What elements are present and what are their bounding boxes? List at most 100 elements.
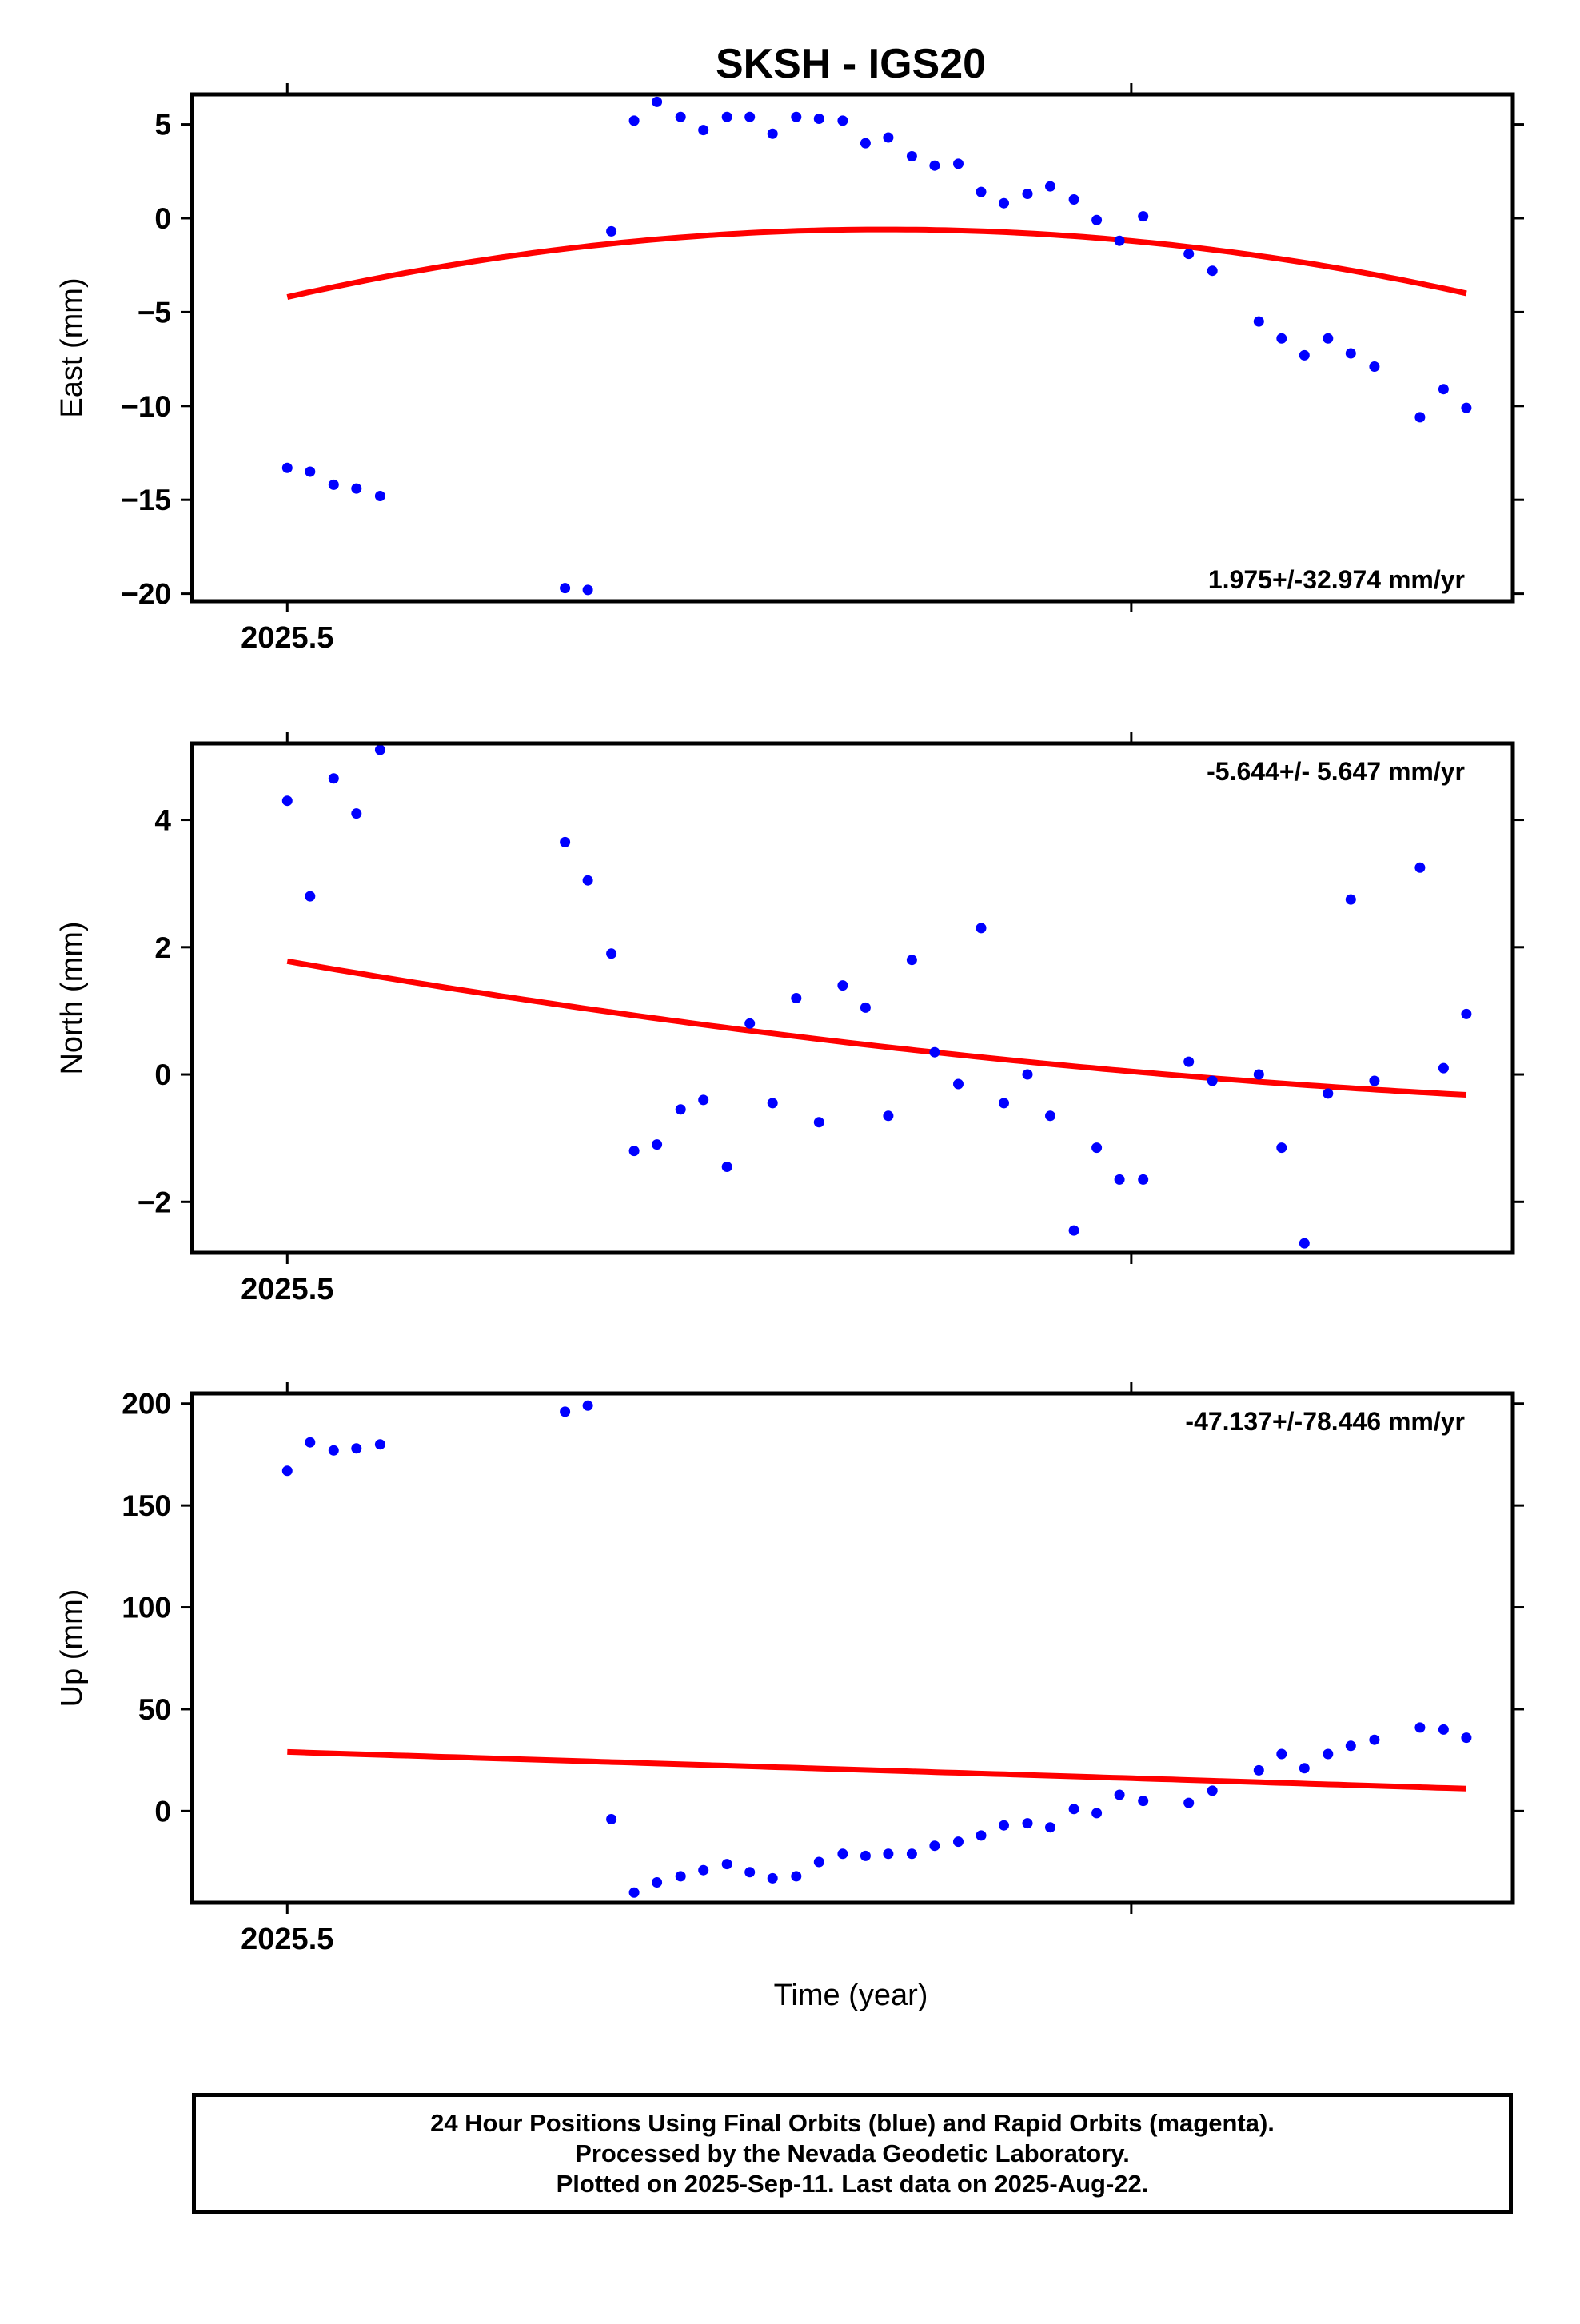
data-point (1253, 1069, 1264, 1080)
data-point (906, 1848, 917, 1860)
data-point (860, 1850, 871, 1861)
data-point (582, 875, 593, 886)
data-point (281, 795, 293, 807)
data-point (351, 1443, 362, 1454)
data-point (1299, 1763, 1310, 1774)
data-point (883, 1110, 894, 1122)
data-point (744, 1018, 756, 1029)
plot-frame (190, 92, 1515, 604)
data-point (374, 491, 385, 501)
fit-line (287, 1748, 1467, 1792)
data-point (606, 948, 617, 959)
rate-label: -47.137+/-78.446 mm/yr (1185, 1407, 1465, 1436)
data-point (628, 1887, 640, 1898)
data-point (351, 808, 362, 819)
data-point (837, 980, 848, 991)
data-points (281, 1400, 1472, 1898)
data-point (791, 993, 802, 1003)
fit-line (286, 958, 1467, 1098)
data-point (721, 1859, 732, 1870)
rate-label: 1.975+/-32.974 mm/yr (1208, 565, 1465, 594)
data-point (1183, 1797, 1195, 1808)
data-point (675, 1871, 686, 1882)
data-point (1045, 1822, 1055, 1833)
y-tick-label: 0 (154, 1058, 171, 1091)
y-axis-label: Up (mm) (55, 1589, 89, 1708)
data-point (1299, 1238, 1310, 1249)
data-point (791, 111, 802, 122)
data-point (976, 1830, 987, 1841)
data-point (582, 1400, 593, 1411)
data-point (1091, 1142, 1103, 1154)
data-point (1438, 1062, 1449, 1074)
y-tick-label: 0 (154, 202, 171, 235)
data-point (767, 1872, 778, 1884)
caption-line-3: Plotted on 2025-Sep-11. Last data on 202… (556, 2170, 1149, 2198)
data-point (1276, 333, 1287, 344)
caption-box: 24 Hour Positions Using Final Orbits (bl… (192, 2093, 1513, 2214)
data-point (628, 115, 640, 126)
data-point (1345, 348, 1356, 359)
data-point (1068, 1225, 1079, 1236)
data-point (860, 1002, 871, 1013)
data-point (1323, 1748, 1334, 1760)
data-point (374, 1439, 385, 1450)
x-tick-label: 2025.5 (241, 621, 333, 655)
data-point (953, 1836, 964, 1848)
data-point (1183, 249, 1195, 260)
data-point (1114, 1174, 1125, 1185)
data-point (1183, 1056, 1195, 1067)
data-point (1345, 894, 1356, 905)
caption-line-1: 24 Hour Positions Using Final Orbits (bl… (430, 2109, 1275, 2137)
data-point (1022, 1818, 1033, 1829)
data-point (582, 584, 593, 596)
data-point (374, 744, 385, 755)
y-tick-label: 5 (154, 109, 171, 142)
data-point (860, 138, 871, 149)
y-tick-label: 50 (138, 1693, 171, 1726)
panel-3: 200 150 100 50 0 2025.5 Up (mm) -47.137+/-78.44… (55, 1382, 1524, 1956)
data-point (675, 1104, 686, 1115)
y-tick-label: −15 (121, 484, 171, 516)
data-point (1022, 1069, 1033, 1080)
data-point (721, 1162, 732, 1172)
data-point (606, 225, 617, 237)
data-point (744, 111, 756, 122)
data-point (1369, 1734, 1380, 1745)
data-point (328, 773, 339, 784)
data-point (906, 151, 917, 161)
data-point (953, 1078, 964, 1090)
data-point (1207, 1075, 1218, 1086)
data-point (929, 160, 940, 171)
data-point (560, 583, 571, 594)
data-point (1045, 1110, 1055, 1122)
data-point (976, 923, 987, 934)
data-points (281, 96, 1472, 596)
data-point (281, 462, 293, 473)
data-point (1253, 316, 1264, 327)
data-point (328, 1445, 339, 1456)
data-point (652, 96, 663, 107)
data-point (1114, 1789, 1125, 1800)
plot-frame (190, 1391, 1515, 1905)
y-tick-label: 200 (122, 1388, 171, 1421)
data-point (744, 1867, 756, 1878)
data-point (281, 1465, 293, 1477)
data-point (351, 483, 362, 494)
data-point (1091, 1808, 1103, 1819)
data-point (652, 1139, 663, 1150)
x-tick-label: 2025.5 (241, 1273, 333, 1306)
data-point (999, 1098, 1009, 1109)
data-point (1461, 402, 1472, 413)
data-point (652, 1877, 663, 1888)
data-point (1138, 211, 1149, 222)
y-tick-label: 4 (154, 804, 171, 837)
y-tick-label: 150 (122, 1489, 171, 1522)
data-point (1461, 1008, 1472, 1019)
x-tick-label: 2025.5 (241, 1923, 333, 1956)
y-tick-label: −10 (121, 390, 171, 423)
data-point (813, 1856, 824, 1868)
data-point (721, 111, 732, 122)
data-point (999, 197, 1009, 209)
